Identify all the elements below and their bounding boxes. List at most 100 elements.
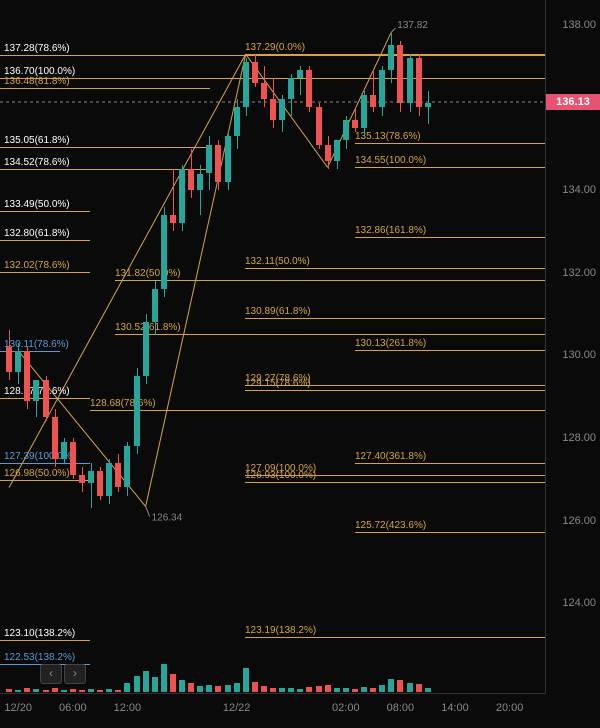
volume-bar [152,677,158,692]
candle[interactable] [179,169,185,223]
fib-line[interactable] [0,240,90,241]
fib-label: 130.13(261.8%) [355,338,426,350]
candle[interactable] [15,351,21,372]
candle[interactable] [106,463,112,496]
candle[interactable] [134,376,140,446]
candle[interactable] [288,78,294,99]
xtick: 08:00 [387,702,415,714]
fib-line[interactable] [355,143,546,144]
fib-line[interactable] [115,280,546,281]
volume-bar [316,686,322,692]
fib-line[interactable] [0,211,90,212]
fib-line[interactable] [0,640,90,641]
nav-prev-button[interactable]: ‹ [40,664,62,684]
candle[interactable] [343,120,349,141]
candle[interactable] [79,475,85,483]
fib-line[interactable] [0,55,546,56]
candle[interactable] [270,99,276,120]
candle[interactable] [388,45,394,70]
candle[interactable] [206,145,212,174]
volume-bar [279,688,285,692]
volume-bar [334,688,340,693]
volume-bar [161,664,167,693]
fib-line[interactable] [0,463,90,464]
fib-line[interactable] [355,167,546,168]
candle[interactable] [70,442,76,475]
candle[interactable] [97,471,103,496]
candle[interactable] [352,120,358,128]
candle[interactable] [115,463,121,488]
nav-next-button[interactable]: › [64,664,86,684]
candle[interactable] [306,70,312,107]
candle[interactable] [215,145,221,182]
volume-bar [6,689,12,692]
candle[interactable] [152,289,158,322]
candle[interactable] [88,471,94,483]
volume-bar [33,689,39,692]
candle[interactable] [170,215,176,223]
candle[interactable] [416,58,422,108]
fib-label: 137.29(0.0%) [245,42,305,54]
candle[interactable] [225,136,231,181]
fib-line[interactable] [115,334,546,335]
fib-line[interactable] [245,637,546,638]
fib-line[interactable] [355,532,546,533]
fib-label: 123.10(138.2%) [4,628,75,640]
volume-bar [325,685,331,692]
candle[interactable] [33,380,39,401]
volume-bar [197,686,203,692]
ytick: 124.00 [548,597,600,609]
candle[interactable] [124,446,130,487]
ytick: 130.00 [548,349,600,361]
fib-line[interactable] [245,482,546,483]
candle[interactable] [24,351,30,401]
fib-line[interactable] [0,88,210,89]
candle[interactable] [43,380,49,417]
candle[interactable] [407,58,413,103]
candle[interactable] [297,70,303,78]
fib-line[interactable] [245,390,546,391]
candle[interactable] [397,45,403,103]
candle[interactable] [188,169,194,190]
current-price-tag: 136.13 [546,94,600,110]
fib-line[interactable] [0,147,210,148]
fib-line[interactable] [90,410,546,411]
candle[interactable] [252,62,258,83]
candle[interactable] [334,140,340,161]
candle[interactable] [279,99,285,120]
candle[interactable] [370,95,376,107]
fib-line[interactable] [355,237,546,238]
candle[interactable] [243,62,249,107]
plot-area[interactable]: 137.82126.34 137.28(78.6%)136.70(100.0%)… [0,0,546,694]
fib-label: 125.72(423.6%) [355,520,426,532]
fib-label: 130.11(78.6%) [4,339,69,351]
candle[interactable] [379,70,385,107]
candle[interactable] [197,174,203,191]
candle[interactable] [6,347,12,372]
fib-line[interactable] [355,350,546,351]
volume-bar [115,690,121,692]
candle[interactable] [325,145,331,162]
candle[interactable] [143,322,149,376]
candle[interactable] [261,83,267,100]
volume-bar [170,674,176,692]
candle[interactable] [361,95,367,128]
fib-line[interactable] [355,463,546,464]
xtick: 06:00 [59,702,87,714]
candle[interactable] [425,103,431,107]
volume-bar [243,668,249,692]
price-chart[interactable]: 137.82126.34 137.28(78.6%)136.70(100.0%)… [0,0,600,728]
candle[interactable] [316,107,322,144]
fib-line[interactable] [0,272,90,273]
candle[interactable] [52,417,58,458]
candle[interactable] [161,215,167,289]
volume-bar [15,690,21,692]
candle[interactable] [61,442,67,459]
fib-line[interactable] [245,318,546,319]
fib-line[interactable] [245,268,546,269]
candle[interactable] [234,107,240,136]
svg-text:137.82: 137.82 [397,20,428,31]
fib-line[interactable] [245,54,546,55]
fib-line[interactable] [0,480,90,481]
xtick: 12:00 [114,702,142,714]
